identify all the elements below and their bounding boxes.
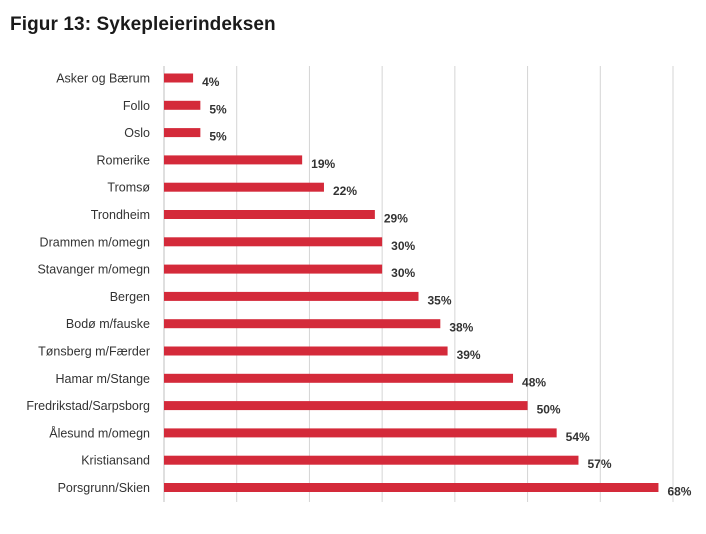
bar-12 <box>164 401 528 411</box>
value-label-7: 30% <box>391 266 415 280</box>
category-label-0: Asker og Bærum <box>56 72 150 86</box>
bar-5 <box>164 210 375 219</box>
chart-title: Figur 13: Sykepleierindeksen <box>10 14 276 35</box>
bar-1 <box>164 100 201 110</box>
category-label-10: Tønsberg m/Færder <box>38 345 150 359</box>
category-label-12: Fredrikstad/Sarpsborg <box>26 399 150 413</box>
value-label-12: 50% <box>537 403 561 417</box>
bar-10 <box>164 346 448 356</box>
value-label-10: 39% <box>457 348 481 362</box>
value-label-3: 19% <box>311 157 335 171</box>
bar-14 <box>164 455 579 465</box>
category-label-2: Oslo <box>124 126 150 140</box>
value-label-8: 35% <box>428 293 452 307</box>
bar-6 <box>164 237 383 247</box>
category-label-1: Follo <box>123 99 150 113</box>
category-label-13: Ålesund m/omegn <box>49 425 150 440</box>
value-label-14: 57% <box>587 457 611 471</box>
value-label-1: 5% <box>209 102 227 116</box>
category-labels: Asker og Bærum Follo Oslo Romerike Tromsø Tro… <box>26 72 150 496</box>
bar-15 <box>164 483 659 492</box>
category-label-8: Bergen <box>110 290 150 304</box>
value-label-9: 38% <box>449 321 473 335</box>
bar-13 <box>164 428 557 438</box>
value-label-2: 5% <box>209 130 227 144</box>
value-label-5: 29% <box>384 212 408 226</box>
value-label-13: 54% <box>566 430 590 444</box>
category-label-3: Romerike <box>97 153 151 167</box>
category-label-9: Bodø m/fauske <box>66 317 150 331</box>
value-labels: 4% 5% 5% 19% 22% 29% 30% 30% 35% 38% 39% 48% 50% 54% 5… <box>202 75 692 499</box>
category-label-6: Drammen m/omegn <box>40 235 150 249</box>
category-label-5: Trondheim <box>91 208 150 222</box>
bar-7 <box>164 264 383 274</box>
category-label-4: Tromsø <box>107 181 150 195</box>
bar-11 <box>164 373 514 383</box>
bar-9 <box>164 319 441 329</box>
bar-2 <box>164 128 201 138</box>
value-label-0: 4% <box>202 75 220 89</box>
value-label-15: 68% <box>667 485 691 499</box>
bar-4 <box>164 182 324 192</box>
value-label-6: 30% <box>391 239 415 253</box>
bar-8 <box>164 291 419 301</box>
category-label-15: Porsgrunn/Skien <box>58 481 150 495</box>
bars <box>164 73 659 492</box>
value-label-4: 22% <box>333 184 357 198</box>
value-label-11: 48% <box>522 375 546 389</box>
category-label-11: Hamar m/Stange <box>56 372 151 386</box>
bar-3 <box>164 155 303 165</box>
category-label-14: Kristiansand <box>81 454 150 468</box>
category-label-7: Stavanger m/omegn <box>37 263 150 277</box>
bar-0 <box>164 73 194 83</box>
